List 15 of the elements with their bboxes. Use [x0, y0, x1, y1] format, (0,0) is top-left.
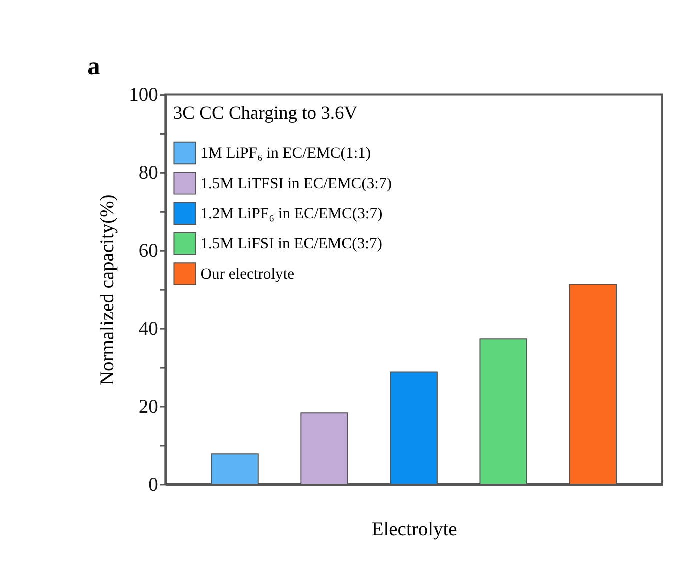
annotation: 3C CC Charging to 3.6V — [173, 104, 358, 124]
legend-label: Our electrolyte — [200, 266, 295, 283]
y-tick-label: 80 — [138, 163, 158, 184]
text: a — [88, 52, 101, 80]
y-tick-label: 20 — [138, 396, 158, 418]
y-tick-label: 0 — [148, 474, 158, 496]
legend-label: 1.5M LiTFSI in EC/EMC(3:7) — [200, 175, 392, 192]
y-tick-label: 40 — [138, 318, 158, 340]
legend-label: 1.2M LiPF₆ in EC/EMC(3:7) — [200, 206, 383, 223]
legend-label: 1M LiPF₆ in EC/EMC(1:1) — [200, 145, 372, 162]
y-tick-label: 60 — [138, 240, 158, 262]
x-axis-title: Electrolyte — [372, 520, 458, 541]
y-axis-title: Normalized capacity(%) — [98, 194, 119, 386]
y-tick-label: 100 — [129, 85, 158, 106]
legend-label: 1.5M LiFSI in EC/EMC(3:7) — [200, 236, 382, 253]
